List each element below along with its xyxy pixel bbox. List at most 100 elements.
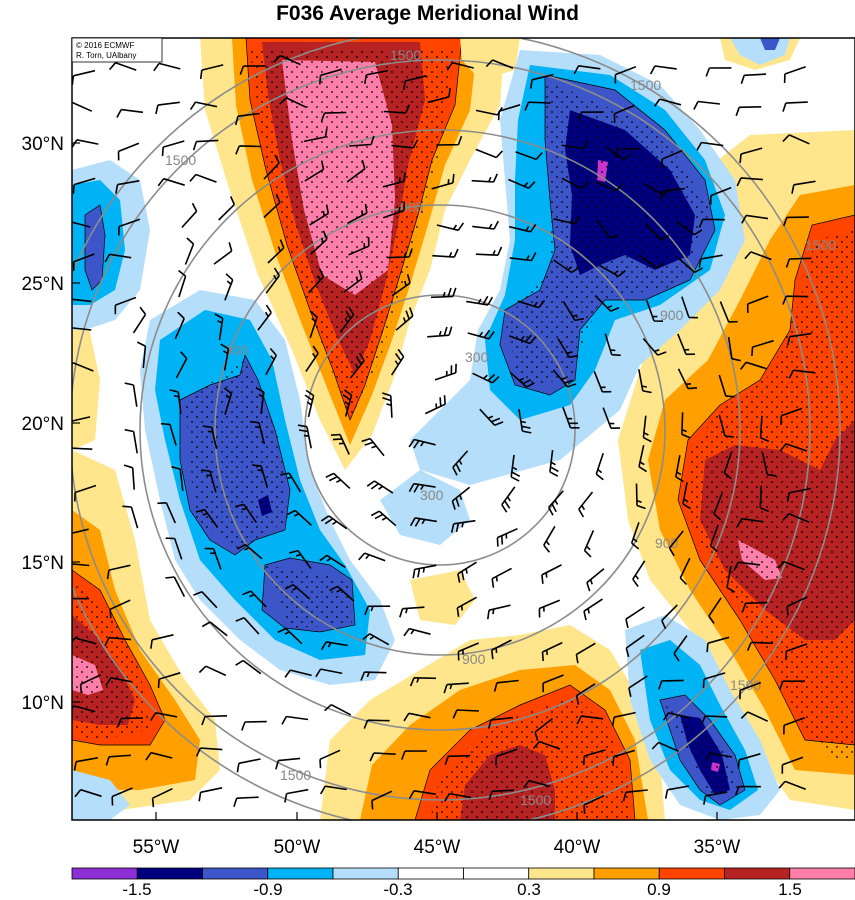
wind-barb <box>467 329 495 340</box>
wind-barb <box>611 711 636 727</box>
wind-barb <box>105 677 133 686</box>
wind-barb <box>72 327 92 331</box>
wind-barb <box>518 409 532 434</box>
wind-barb <box>150 712 178 721</box>
wind-barb <box>583 598 603 621</box>
wind-barb <box>739 147 763 164</box>
wind-barb <box>710 186 732 205</box>
contour-1200 <box>72 59 811 801</box>
wind-barb <box>791 180 816 194</box>
wind-barb <box>682 482 692 510</box>
wind-barb <box>759 485 769 513</box>
wind-barb <box>675 455 684 483</box>
wind-barb <box>424 395 446 415</box>
wind-barb <box>343 269 363 293</box>
wind-barb <box>395 307 414 331</box>
wind-barb <box>265 267 280 294</box>
wind-barb <box>573 65 601 75</box>
contour-label: 1500 <box>730 677 761 693</box>
wind-barb <box>718 374 735 398</box>
lon-label-35w: 35°W <box>694 837 741 858</box>
wind-barb <box>759 415 770 443</box>
wind-barb <box>718 414 734 438</box>
colorbar-label: -1.5 <box>122 880 151 899</box>
wind-barb <box>677 333 696 356</box>
wind-barb <box>73 757 98 771</box>
wind-barb <box>284 583 311 600</box>
wind-barb <box>450 519 476 533</box>
positive-anomaly-north <box>200 38 505 470</box>
wind-barb <box>625 634 645 658</box>
lat-label-30n: 30°N <box>22 134 64 155</box>
wind-barb <box>562 406 580 429</box>
wind-barb <box>472 220 500 230</box>
wind-barb <box>446 61 474 71</box>
wind-barb <box>693 100 720 110</box>
wind-barb <box>780 407 803 425</box>
wind-barb <box>644 222 670 241</box>
wind-barb <box>263 154 280 180</box>
wind-barb <box>72 528 89 534</box>
wind-barb <box>178 269 187 298</box>
wind-barb <box>431 173 455 190</box>
wind-barb <box>488 789 514 801</box>
wind-barb <box>487 604 511 620</box>
wind-barb <box>304 389 315 418</box>
wind-barb <box>284 669 312 678</box>
wind-barb <box>739 361 768 370</box>
wind-barb <box>740 711 769 722</box>
wind-barb <box>577 111 604 121</box>
wind-barb <box>783 216 809 227</box>
wind-barb <box>612 749 636 766</box>
wind-barb <box>289 549 312 569</box>
wind-barb <box>638 254 665 269</box>
wind-barb <box>403 75 427 91</box>
wind-barb <box>578 491 594 518</box>
wind-barb <box>786 596 808 616</box>
wind-barb <box>524 101 551 111</box>
wind-barb <box>457 561 477 583</box>
colorbar-swatch <box>202 867 269 880</box>
wind-barb <box>777 560 805 571</box>
wind-barb <box>746 295 769 314</box>
wind-barb <box>235 659 262 675</box>
wind-barb <box>157 502 177 524</box>
wind-barb <box>705 67 732 77</box>
wind-barb <box>553 259 580 274</box>
wind-barb <box>153 62 181 72</box>
wind-barb <box>632 560 646 587</box>
negative-patch-center <box>380 470 470 545</box>
wind-barb <box>576 715 604 725</box>
wind-barb <box>201 715 228 726</box>
wind-barb <box>427 326 453 338</box>
wind-barb <box>249 420 266 445</box>
wind-barb <box>635 483 646 510</box>
wind-barb <box>497 104 521 121</box>
wind-barb <box>782 101 808 112</box>
contour-label: 300 <box>420 487 444 503</box>
wind-barb <box>257 304 272 331</box>
wind-barb <box>530 73 554 89</box>
wind-barb <box>220 343 230 371</box>
wind-barb <box>509 252 537 262</box>
wind-barb <box>303 128 328 143</box>
wind-barb <box>150 634 174 649</box>
wind-barb <box>495 748 518 766</box>
wind-barbs <box>72 54 816 814</box>
colorbar-swatch <box>724 867 791 880</box>
wind-barb <box>280 472 302 493</box>
wind-barb <box>383 104 411 114</box>
positive-anomaly-south <box>320 625 665 820</box>
wind-barb <box>198 665 227 677</box>
wind-barb <box>124 382 138 407</box>
wind-barb <box>630 522 640 550</box>
wind-barb <box>653 98 682 107</box>
wind-barb <box>638 369 652 394</box>
wind-barb <box>761 452 777 477</box>
wind-barb <box>319 554 346 569</box>
contour-label: 900 <box>655 535 679 551</box>
wind-barb <box>706 636 730 653</box>
colorbar <box>71 867 855 880</box>
wind-barb <box>175 351 188 379</box>
wind-barb <box>237 543 263 560</box>
